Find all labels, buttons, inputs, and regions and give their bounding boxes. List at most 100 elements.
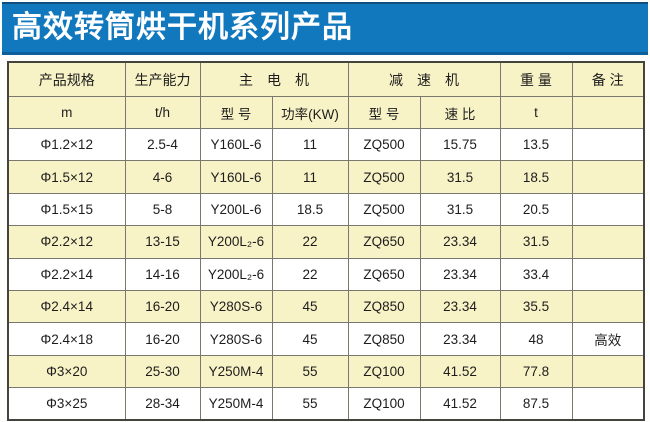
table-cell: 55 <box>271 387 349 421</box>
header-group-cell: 减 速 机 <box>347 61 501 97</box>
header-unit-cell: m <box>7 96 126 129</box>
table-cell: 55 <box>271 354 349 389</box>
table-cell: 13-15 <box>124 225 201 259</box>
table-cell: 41.52 <box>419 387 501 421</box>
table-container: 产品规格 生产能力主 电 机减 速 机重 量备 注 m t/h 型 号功率(KW) 型 … <box>7 61 645 422</box>
header-group-cell: 产品规格 <box>7 61 126 97</box>
table-cell: Y280S-6 <box>199 289 273 324</box>
table-cell: Y250M-4 <box>199 387 273 421</box>
table-cell: Y250M-4 <box>199 354 273 389</box>
table-cell <box>571 192 645 227</box>
spec-cell: Φ1.5×12 <box>7 160 126 194</box>
table-cell <box>571 225 645 259</box>
table-row: Φ3×20 25-30 Y250M-4 55 ZQ100 41.52 77.8 <box>7 354 645 389</box>
table-cell: 31.5 <box>419 192 501 227</box>
table-cell: 18.5 <box>271 192 349 227</box>
spec-cell: Φ1.5×15 <box>7 192 126 227</box>
table-cell: 18.5 <box>499 160 573 194</box>
table-cell: ZQ100 <box>347 354 421 389</box>
product-spec-table: 产品规格 生产能力主 电 机减 速 机重 量备 注 m t/h 型 号功率(KW) 型 … <box>7 61 645 422</box>
table-row: Φ1.2×12 2.5-4 Y160L-6 11 ZQ500 15.75 13.5 <box>7 127 645 162</box>
table-cell: 16-20 <box>124 322 201 356</box>
table-row: Φ1.5×15 5-8 Y200L-6 18.5 ZQ500 31.5 20.5 <box>7 192 645 227</box>
table-cell: 41.52 <box>419 354 501 389</box>
table-cell: 14-16 <box>124 257 201 291</box>
table-cell: 4-6 <box>124 160 201 194</box>
table-cell: 33.4 <box>499 257 573 291</box>
table-cell: 23.34 <box>419 289 501 324</box>
table-cell: 31.5 <box>499 225 573 259</box>
table-cell: 25-30 <box>124 354 201 389</box>
spec-cell: Φ2.2×14 <box>7 257 126 291</box>
table-cell: 高效 <box>571 322 645 356</box>
table-cell: Y160L-6 <box>199 160 273 194</box>
table-cell: 23.34 <box>419 225 501 259</box>
table-cell: ZQ500 <box>347 127 421 162</box>
header-group-cell: 生产能力 <box>124 61 201 97</box>
table-cell: 45 <box>271 322 349 356</box>
table-cell: Y160L-6 <box>199 127 273 162</box>
spec-cell: Φ2.4×18 <box>7 322 126 356</box>
table-cell <box>571 354 645 389</box>
table-cell: 28-34 <box>124 387 201 421</box>
table-cell: 48 <box>499 322 573 356</box>
table-cell: ZQ500 <box>347 192 421 227</box>
table-header: 产品规格 生产能力主 电 机减 速 机重 量备 注 m t/h 型 号功率(KW) 型 … <box>7 61 645 129</box>
table-cell: 15.75 <box>419 127 501 162</box>
table-cell: ZQ850 <box>347 289 421 324</box>
header-group-cell: 主 电 机 <box>199 61 349 97</box>
table-cell: 45 <box>271 289 349 324</box>
table-cell: ZQ500 <box>347 160 421 194</box>
table-cell: 20.5 <box>499 192 573 227</box>
table-cell <box>571 257 645 291</box>
table-cell: 31.5 <box>419 160 501 194</box>
spec-cell: Φ1.2×12 <box>7 127 126 162</box>
header-unit-cell: 速 比 <box>419 96 501 129</box>
table-cell: 35.5 <box>499 289 573 324</box>
table-cell: Y200L-6 <box>199 192 273 227</box>
table-cell: 11 <box>271 127 349 162</box>
table-cell: 22 <box>271 225 349 259</box>
header-group-cell: 备 注 <box>571 61 645 97</box>
table-cell <box>571 387 645 421</box>
table-cell: Y200L₂-6 <box>199 225 273 259</box>
table-cell: ZQ850 <box>347 322 421 356</box>
header-unit-cell: 型 号 <box>347 96 421 129</box>
table-cell <box>571 289 645 324</box>
header-unit-cell: t <box>499 96 573 129</box>
header-unit-cell: t/h <box>124 96 201 129</box>
table-cell: 22 <box>271 257 349 291</box>
table-row: Φ2.2×14 14-16 Y200L₂-6 22 ZQ650 23.34 33.4 <box>7 257 645 291</box>
header-unit-cell: 型 号 <box>199 96 273 129</box>
header-unit-cell <box>571 96 645 129</box>
table-cell: 87.5 <box>499 387 573 421</box>
table-row: Φ2.4×14 16-20 Y280S-6 45 ZQ850 23.34 35.5 <box>7 289 645 324</box>
table-cell: Y280S-6 <box>199 322 273 356</box>
table-cell: 23.34 <box>419 257 501 291</box>
table-row: Φ3×25 28-34 Y250M-4 55 ZQ100 41.52 87.5 <box>7 387 645 421</box>
table-cell: 23.34 <box>419 322 501 356</box>
table-row: Φ2.4×18 16-20 Y280S-6 45 ZQ850 23.34 48 高效 <box>7 322 645 356</box>
spec-cell: Φ2.2×12 <box>7 225 126 259</box>
table-cell: 5-8 <box>124 192 201 227</box>
header-group-row: 产品规格 生产能力主 电 机减 速 机重 量备 注 <box>7 61 645 97</box>
table-cell: ZQ650 <box>347 257 421 291</box>
table-cell: 2.5-4 <box>124 127 201 162</box>
table-cell <box>571 127 645 162</box>
table-cell: 13.5 <box>499 127 573 162</box>
table-row: Φ1.5×12 4-6 Y160L-6 11 ZQ500 31.5 18.5 <box>7 160 645 194</box>
table-cell: ZQ650 <box>347 225 421 259</box>
table-row: Φ2.2×12 13-15 Y200L₂-6 22 ZQ650 23.34 31.5 <box>7 225 645 259</box>
spec-cell: Φ3×20 <box>7 354 126 389</box>
title-banner: 高效转筒烘干机系列产品 <box>2 2 648 55</box>
table-body: Φ1.2×12 2.5-4 Y160L-6 11 ZQ500 15.75 13.5 Φ1.5×… <box>7 127 645 421</box>
spec-cell: Φ2.4×14 <box>7 289 126 324</box>
table-cell: 77.8 <box>499 354 573 389</box>
table-cell: Y200L₂-6 <box>199 257 273 291</box>
table-cell: ZQ100 <box>347 387 421 421</box>
header-group-cell: 重 量 <box>499 61 573 97</box>
spec-cell: Φ3×25 <box>7 387 126 421</box>
page-title: 高效转筒烘干机系列产品 <box>12 11 353 44</box>
